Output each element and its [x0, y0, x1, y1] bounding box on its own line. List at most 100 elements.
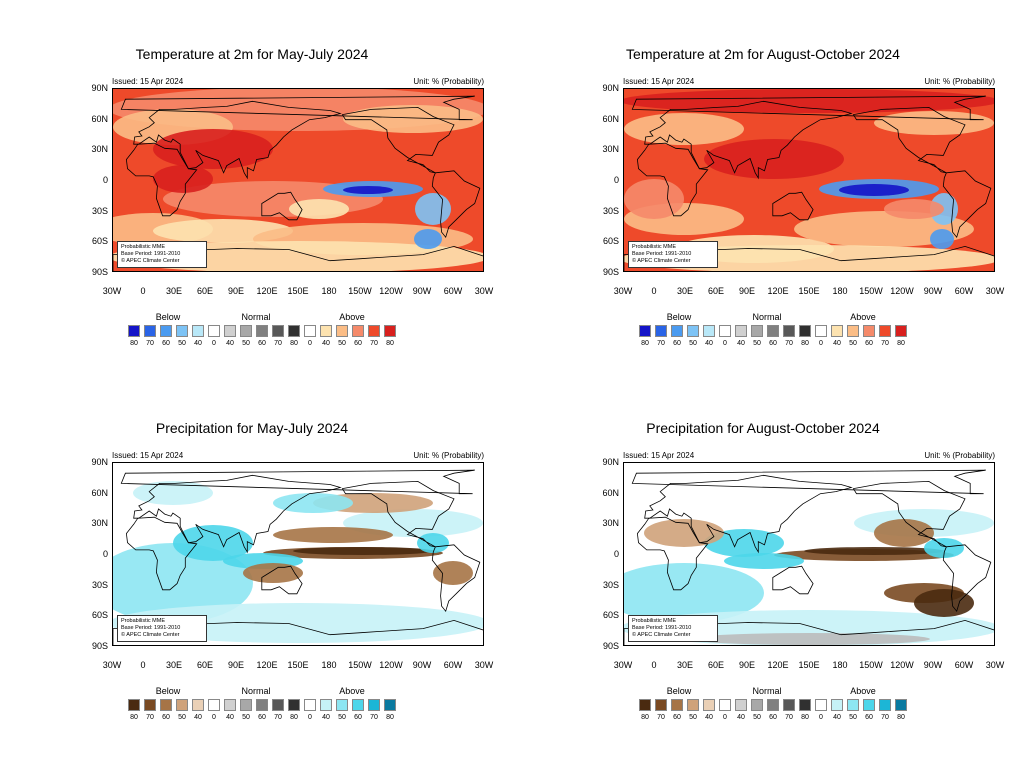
lon-tick-label: 120E [767, 660, 789, 670]
color-legend: Below Normal Above 80 70 60 50 40 0 40 50 60 70 80 0 40… [543, 686, 1023, 736]
info-box: Probabilistic MME Base Period: 1991-2010 ©… [628, 241, 718, 268]
lon-tick-label: 30E [676, 660, 693, 670]
lat-tick-label: 60N [602, 487, 619, 498]
legend-tick-label: 80 [641, 340, 649, 347]
legend-swatch [304, 699, 316, 711]
legend-tick-label: 50 [242, 714, 250, 721]
legend-tick-label: 70 [146, 340, 154, 347]
legend-swatch [224, 699, 236, 711]
lat-tick-label: 90N [602, 83, 619, 93]
legend-tick-label: 40 [705, 340, 713, 347]
issued-date: Issued: 15 Apr 2024 [623, 77, 695, 86]
legend-tick-label: 60 [258, 714, 266, 721]
legend-below-label: Below [666, 312, 692, 322]
lon-tick-label: 0 [140, 286, 146, 296]
legend-swatch [655, 325, 667, 337]
legend-tick-label: 70 [785, 714, 793, 721]
lon-tick-label: 90W [923, 286, 943, 296]
lat-tick-label: 60N [91, 113, 108, 124]
panel-title: Temperature at 2m for May-July 2024 [135, 46, 369, 62]
probability-field [624, 463, 994, 645]
info-line: Base Period: 1991-2010 [632, 251, 692, 257]
legend-tick-label: 40 [322, 340, 330, 347]
legend-swatch [160, 699, 172, 711]
panel-title: Temperature at 2m for August-October 202… [626, 46, 900, 62]
legend-tick-label: 50 [242, 340, 250, 347]
legend-tick-label: 70 [657, 714, 665, 721]
legend-swatch [384, 699, 396, 711]
legend-swatch [176, 699, 188, 711]
legend-below-label: Below [666, 686, 692, 696]
lat-tick-label: 30S [91, 205, 108, 216]
panel-precipitation-mjj: Precipitation for May-July 2024 Issued: 1… [32, 420, 512, 740]
legend-swatch [288, 325, 300, 337]
issued-date: Issued: 15 Apr 2024 [623, 451, 695, 460]
legend-tick-label: 60 [162, 340, 170, 347]
lon-tick-label: 90E [227, 660, 244, 670]
coastline-australia [261, 191, 303, 221]
legend-normal-label: Normal [752, 686, 782, 696]
lon-tick-label: 120E [767, 286, 789, 296]
legend-tick-label: 80 [290, 340, 298, 347]
legend-tick-label: 80 [641, 714, 649, 721]
legend-tick-label: 70 [274, 714, 282, 721]
legend-swatch [128, 699, 140, 711]
lat-tick-label: 90S [602, 267, 619, 277]
legend-swatch [735, 325, 747, 337]
issued-date: Issued: 15 Apr 2024 [112, 451, 184, 460]
coastline-australia [261, 565, 303, 595]
legend-above-label: Above [850, 686, 876, 696]
lat-tick-label: 0 [613, 549, 619, 559]
legend-tick-label: 80 [801, 714, 809, 721]
legend-tick-label: 70 [370, 340, 378, 347]
coastline-greenland [120, 95, 475, 121]
info-box: Probabilistic MME Base Period: 1991-2010 ©… [117, 241, 207, 268]
coastline-europeAsia [644, 474, 853, 554]
lon-tick-label: 30W [613, 286, 633, 296]
legend-tick-label: 40 [833, 714, 841, 721]
legend-tick-label: 40 [705, 714, 713, 721]
legend-swatch [208, 325, 220, 337]
legend-swatch [368, 699, 380, 711]
coastline-greenland [631, 469, 986, 495]
lon-tick-label: 30W [474, 286, 494, 296]
legend-swatch [256, 325, 268, 337]
legend-tick-label: 60 [258, 340, 266, 347]
color-legend: Below Normal Above 80 70 60 50 40 0 40 50 60 70 80 0 40… [543, 312, 1023, 362]
legend-swatch [240, 325, 252, 337]
legend-tick-label: 70 [657, 340, 665, 347]
legend-swatch [687, 699, 699, 711]
legend-swatch [352, 699, 364, 711]
legend-tick-label: 40 [737, 714, 745, 721]
info-line: Probabilistic MME [632, 244, 677, 250]
lon-tick-label: 30E [165, 660, 182, 670]
legend-tick-label: 50 [689, 340, 697, 347]
legend-swatch [671, 699, 683, 711]
lon-tick-label: 90W [412, 286, 432, 296]
legend-swatch [719, 699, 731, 711]
legend-tick-label: 80 [130, 340, 138, 347]
lon-tick-label: 60E [707, 660, 724, 670]
lon-tick-label: 60E [196, 660, 213, 670]
legend-swatch [751, 325, 763, 337]
coastline-africa [636, 142, 709, 217]
legend-tick-label: 50 [849, 714, 857, 721]
legend-swatch [272, 325, 284, 337]
lat-tick-label: 30S [602, 205, 619, 216]
info-line: Probabilistic MME [121, 618, 166, 624]
lon-tick-label: 90E [227, 286, 244, 296]
lat-tick-label: 0 [613, 175, 619, 185]
info-line: © APEC Climate Center [121, 632, 180, 638]
legend-tick-label: 0 [819, 714, 823, 721]
legend-swatch [735, 699, 747, 711]
lon-tick-label: 150W [348, 660, 372, 670]
lon-tick-label: 120W [890, 286, 914, 296]
lon-tick-label: 60W [443, 660, 463, 670]
legend-tick-label: 0 [819, 340, 823, 347]
legend-swatch [783, 699, 795, 711]
coastline-southAmerica [942, 544, 992, 613]
coastline-northAmerica [852, 106, 966, 174]
legend-swatch [256, 699, 268, 711]
info-line: Base Period: 1991-2010 [121, 625, 181, 631]
legend-swatch [352, 325, 364, 337]
